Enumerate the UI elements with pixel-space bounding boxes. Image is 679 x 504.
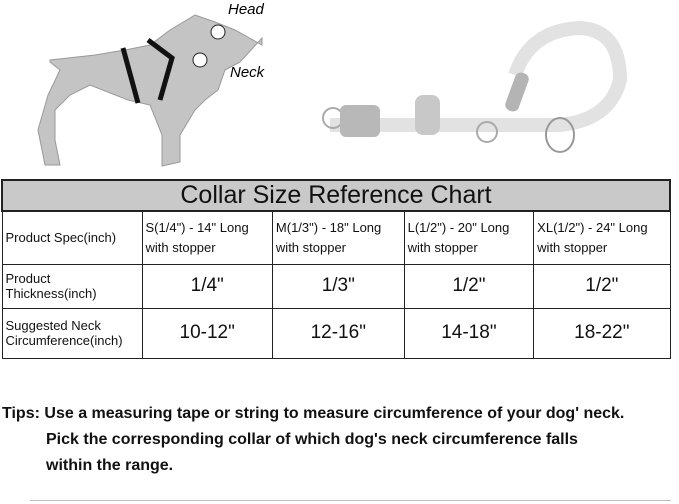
dog-silhouette — [37, 14, 263, 167]
row-label: Suggested Neck Circumference(inch) — [1, 307, 143, 359]
tips-line-1: Use a measuring tape or string to measur… — [44, 405, 625, 422]
spec-cell: M(1/3") - 18" Long with stopper — [271, 210, 405, 265]
neck-cell: 12-16" — [271, 307, 405, 359]
dog-illustration: Head Neck — [37, 1, 266, 167]
neck-label: Neck — [230, 64, 266, 81]
neck-cell: 14-18" — [403, 307, 535, 359]
row-label: Product Spec(inch) — [1, 210, 143, 265]
spec-cell: L(1/2") - 20" Long with stopper — [403, 210, 535, 265]
neck-cell: 10-12" — [141, 307, 273, 359]
thickness-cell: 1/2" — [403, 263, 535, 309]
tips-line-3: within the range. — [46, 457, 174, 474]
thickness-cell: 1/2" — [533, 263, 671, 309]
spec-cell: S(1/4") - 14" Long with stopper — [141, 210, 273, 265]
chart-title: Collar Size Reference Chart — [1, 179, 671, 212]
tips-line-2: Pick the corresponding collar of which d… — [46, 431, 578, 448]
head-label: Head — [228, 1, 265, 18]
collar-size-chart: Collar Size Reference Chart Product Spec… — [1, 179, 671, 359]
row-label: Product Thickness(inch) — [1, 263, 143, 309]
thickness-cell: 1/3" — [271, 263, 405, 309]
tips: Tips: Use a measuring tape or string to … — [2, 401, 624, 479]
collar-image — [322, 20, 628, 153]
harness — [120, 38, 175, 104]
tips-prefix: Tips: — [2, 405, 40, 422]
divider — [30, 500, 671, 501]
spec-cell: XL(1/2") - 24" Long with stopper — [533, 210, 671, 265]
neck-cell: 18-22" — [533, 307, 671, 359]
thickness-cell: 1/4" — [141, 263, 273, 309]
